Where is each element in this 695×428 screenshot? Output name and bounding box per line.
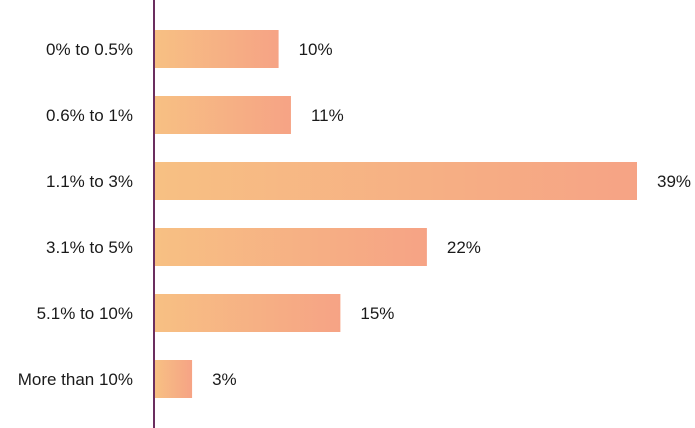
value-label: 15%: [360, 304, 394, 323]
category-label: 1.1% to 3%: [46, 172, 133, 191]
value-label: 39%: [657, 172, 691, 191]
value-label: 22%: [447, 238, 481, 257]
bar: [155, 228, 427, 266]
category-label: 0.6% to 1%: [46, 106, 133, 125]
category-label: 0% to 0.5%: [46, 40, 133, 59]
bar: [155, 96, 291, 134]
category-label: 5.1% to 10%: [37, 304, 133, 323]
category-label: More than 10%: [18, 370, 133, 389]
bar: [155, 360, 193, 398]
bar: [155, 294, 341, 332]
bar: [155, 162, 637, 200]
category-label: 3.1% to 5%: [46, 238, 133, 257]
value-label: 11%: [311, 106, 344, 125]
bars-layer: 0% to 0.5% 10% 0.6% to 1% 11% 1.1% to 3% 39% 3…: [18, 30, 691, 398]
value-label: 10%: [299, 40, 333, 59]
value-label: 3%: [212, 370, 237, 389]
bar: [155, 30, 279, 68]
